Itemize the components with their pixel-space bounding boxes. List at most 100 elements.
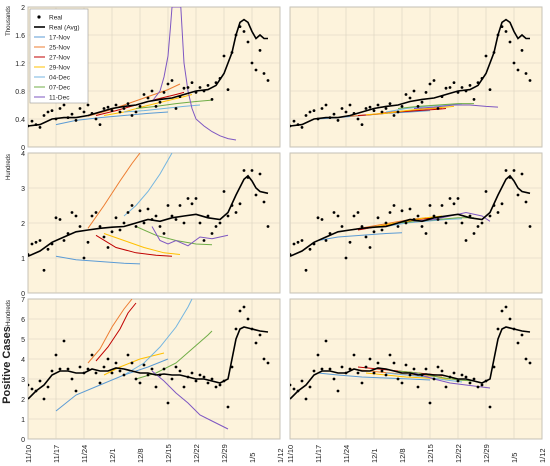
real-point xyxy=(480,221,484,225)
real-point xyxy=(360,381,364,385)
real-point xyxy=(420,100,424,104)
real-point xyxy=(58,107,62,110)
panel-r2c1: 0 1 2 3 4 Hundreds xyxy=(6,151,281,298)
real-point xyxy=(388,353,392,357)
real-point xyxy=(380,110,384,114)
real-point xyxy=(328,232,332,235)
real-point xyxy=(512,61,516,65)
real-point xyxy=(82,110,86,114)
real-point xyxy=(296,123,300,126)
real-point xyxy=(110,109,114,112)
real-point xyxy=(90,112,94,115)
real-point xyxy=(304,114,308,117)
real-point xyxy=(62,103,66,107)
real-point xyxy=(130,204,134,207)
real-point xyxy=(230,51,234,54)
real-point xyxy=(138,105,142,108)
real-point xyxy=(412,218,416,221)
real-point xyxy=(292,242,296,246)
real-point xyxy=(206,381,210,385)
real-point xyxy=(460,221,464,225)
real-point xyxy=(408,96,412,100)
real-point xyxy=(488,405,492,409)
real-point xyxy=(300,126,304,129)
real-point xyxy=(376,103,380,107)
real-point xyxy=(28,124,30,128)
real-point xyxy=(460,86,464,89)
real-point xyxy=(214,81,218,84)
real-point xyxy=(86,367,90,371)
plot-content xyxy=(290,169,532,272)
real-point xyxy=(364,365,368,369)
real-point xyxy=(158,100,162,104)
real-point xyxy=(134,377,138,381)
plot-content xyxy=(28,7,270,141)
real-point xyxy=(512,327,516,331)
real-point xyxy=(226,405,230,409)
series-line-25-Nov xyxy=(87,299,133,364)
real-avg-line xyxy=(28,174,269,258)
real-point xyxy=(344,256,348,260)
series-line-25-Nov xyxy=(87,83,181,117)
legend-label: 17-Nov xyxy=(49,35,71,42)
real-point xyxy=(66,367,70,371)
real-point xyxy=(74,389,78,393)
real-point xyxy=(492,204,496,207)
real-point xyxy=(206,84,210,87)
series-line-29-Nov xyxy=(103,352,165,376)
x-tick-label: 11/17 xyxy=(52,445,61,463)
real-point xyxy=(332,112,336,116)
real-point xyxy=(122,373,126,377)
real-point xyxy=(308,110,312,114)
real-point xyxy=(368,357,372,361)
real-point xyxy=(230,204,234,207)
real-point xyxy=(484,190,488,193)
x-tick-label: 11/10 xyxy=(24,445,33,463)
plot-content xyxy=(28,153,270,272)
real-point xyxy=(262,200,266,204)
real-point xyxy=(372,230,376,234)
real-point xyxy=(214,225,218,228)
real-point xyxy=(364,235,368,239)
real-point xyxy=(166,204,170,207)
real-point xyxy=(468,381,472,385)
panel-r3c1: 0 1 2 3 4 5 6 7 Hundreds xyxy=(6,297,281,444)
real-point xyxy=(372,371,376,375)
real-point xyxy=(496,327,500,331)
plot-area xyxy=(289,298,543,440)
real-point xyxy=(154,385,158,389)
y-tick-label: 5 xyxy=(21,337,25,344)
real-point xyxy=(54,353,58,357)
real-point xyxy=(356,117,360,121)
real-point xyxy=(392,114,396,117)
real-point xyxy=(86,240,90,244)
real-point xyxy=(154,214,158,218)
real-point xyxy=(384,107,388,110)
real-point xyxy=(46,385,50,389)
series-line-04-Dec xyxy=(123,153,173,217)
real-point xyxy=(316,117,320,121)
series-line-29-Nov xyxy=(365,372,454,380)
real-point xyxy=(178,204,182,207)
real-point xyxy=(62,239,66,242)
y-tick-label: 2 xyxy=(21,5,25,12)
series-line-11-Dec xyxy=(151,7,237,141)
x-tick-label: 12/8 xyxy=(398,448,407,463)
plot-area xyxy=(289,6,543,148)
real-point xyxy=(320,367,324,371)
real-point xyxy=(290,124,292,128)
real-point xyxy=(528,79,532,82)
real-point xyxy=(190,202,194,206)
real-point xyxy=(134,110,138,114)
real-point xyxy=(74,119,78,122)
real-point xyxy=(444,385,448,389)
real-point xyxy=(468,214,472,218)
real-point xyxy=(190,371,194,375)
real-point xyxy=(336,119,340,122)
real-point xyxy=(444,221,448,225)
real-point xyxy=(254,68,258,72)
real-point xyxy=(186,197,190,200)
real-point xyxy=(70,377,74,381)
real-point xyxy=(250,61,254,65)
